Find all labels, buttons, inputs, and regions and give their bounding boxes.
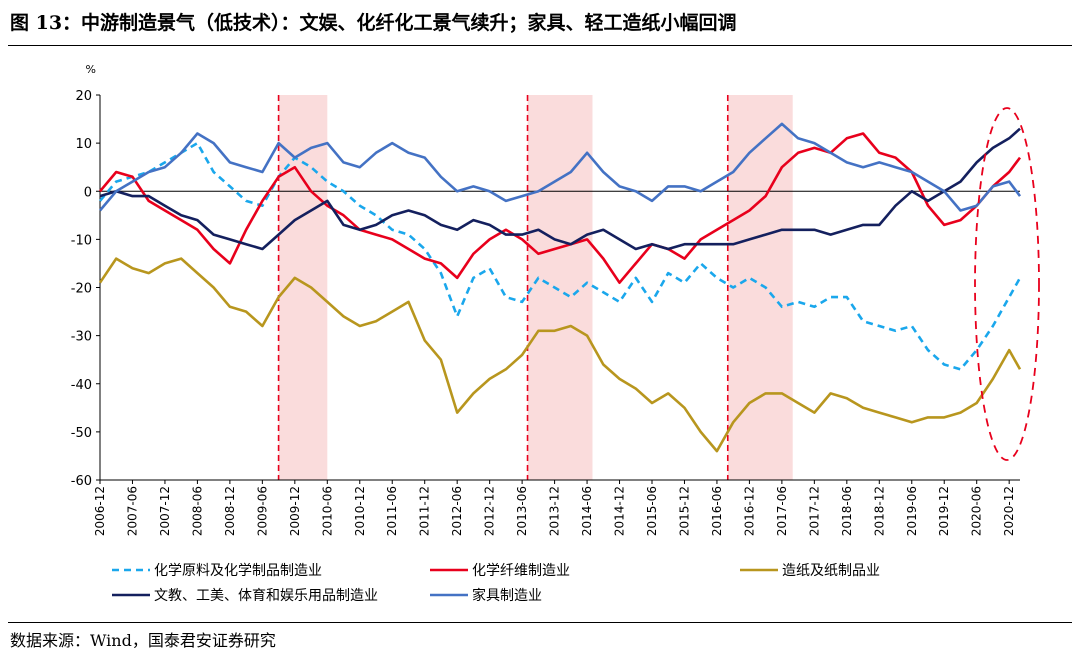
legend: 化学原料及化学制品制造业 化学纤维制造业 造纸及纸制品业文教、工美、体育和娱乐用品制… xyxy=(112,563,880,604)
x-tick-label: 2011-06 xyxy=(385,486,399,536)
legend-label: 文教、工美、体育和娱乐用品制造业 xyxy=(154,588,378,604)
x-tick-label: 2018-06 xyxy=(840,486,854,536)
y-tick-label: 20 xyxy=(75,89,92,104)
figure-title: 图 13：中游制造景气（低技术）：文娱、化纤化工景气续升；家具、轻工造纸小幅回调 xyxy=(10,12,737,34)
x-tick-label: 2013-06 xyxy=(515,486,529,536)
x-tick-label: 2020-12 xyxy=(1002,486,1016,536)
x-tick-label: 2017-06 xyxy=(775,486,789,536)
x-tick-label: 2009-06 xyxy=(255,486,269,536)
title-rule xyxy=(8,45,1072,46)
y-tick-label: 10 xyxy=(75,137,92,152)
y-tick-label: -10 xyxy=(71,233,92,248)
x-tick-label: 2016-12 xyxy=(742,486,756,536)
x-tick-label: 2012-12 xyxy=(483,486,497,536)
x-tick-label: 2018-12 xyxy=(872,486,886,536)
legend-label: 化学原料及化学制品制造业 xyxy=(154,563,322,579)
series-line xyxy=(99,132,1022,284)
x-tick-label: 2008-12 xyxy=(223,486,237,536)
legend-label: 造纸及纸制品业 xyxy=(782,563,880,579)
x-tick-label: 2016-06 xyxy=(710,486,724,536)
x-tick-label: 2019-06 xyxy=(905,486,919,536)
x-tick-label: 2007-06 xyxy=(125,486,139,536)
y-tick-label: -30 xyxy=(71,330,92,345)
shaded-period xyxy=(527,95,593,480)
x-tick-label: 2010-06 xyxy=(320,486,334,536)
y-unit-label: % xyxy=(86,63,96,76)
source-rule xyxy=(8,622,1072,623)
x-tick-label: 2014-12 xyxy=(613,486,627,536)
series-line xyxy=(99,141,1022,371)
period-start-lines xyxy=(277,95,729,480)
series-line xyxy=(98,257,1022,453)
x-tick-label: 2014-06 xyxy=(580,486,594,536)
x-tick-label: 2019-12 xyxy=(937,486,951,536)
x-tick-label: 2015-06 xyxy=(645,486,659,536)
x-tick-label: 2011-12 xyxy=(418,486,432,536)
source-note: 数据来源：Wind，国泰君安证券研究 xyxy=(10,631,276,650)
x-tick-label: 2015-12 xyxy=(677,486,691,536)
y-tick-label: -40 xyxy=(71,378,92,393)
x-tick-label: 2009-12 xyxy=(288,486,302,536)
x-tick-label: 2013-12 xyxy=(548,486,562,536)
x-tick-label: 2006-12 xyxy=(93,486,107,536)
series-line xyxy=(99,127,1021,251)
x-tick-label: 2020-06 xyxy=(970,486,984,536)
legend-label: 家具制造业 xyxy=(472,587,542,604)
series-lines xyxy=(98,122,1022,453)
y-tick-label: -60 xyxy=(71,474,92,489)
x-tick-label: 2008-06 xyxy=(190,486,204,536)
annotation xyxy=(974,107,1040,461)
shaded-period xyxy=(727,95,793,480)
y-tick-label: -20 xyxy=(71,282,92,297)
dashed-ellipse xyxy=(974,107,1040,461)
x-tick-label: 2007-12 xyxy=(158,486,172,536)
series-line xyxy=(99,122,1022,212)
shaded-periods xyxy=(278,95,793,480)
x-tick-label: 2017-12 xyxy=(807,486,821,536)
y-tick-label: 0 xyxy=(84,185,92,200)
x-tick-label: 2010-12 xyxy=(353,486,367,536)
x-tick-label: 2012-06 xyxy=(450,486,464,536)
legend-label: 化学纤维制造业 xyxy=(472,563,570,579)
y-tick-label: -50 xyxy=(71,426,92,441)
